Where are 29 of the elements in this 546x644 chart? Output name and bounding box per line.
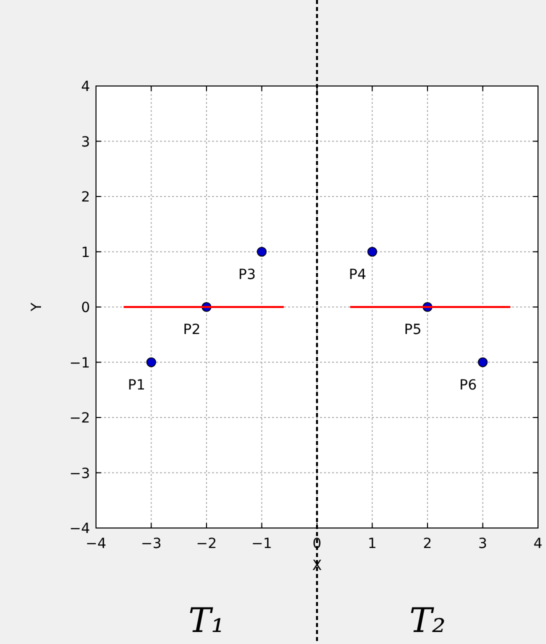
y-tick-label: −4 bbox=[69, 521, 90, 537]
point bbox=[367, 246, 378, 257]
annotation: P1 bbox=[128, 377, 146, 394]
y-axis-title: Y bbox=[29, 302, 45, 312]
y-tick-label: 2 bbox=[81, 190, 90, 206]
y-tick-label: 4 bbox=[81, 79, 90, 95]
y-tick-label: −2 bbox=[69, 410, 90, 426]
x-tick-label: −3 bbox=[140, 536, 162, 552]
y-tick-label: 3 bbox=[81, 134, 90, 150]
x-tick-label: 3 bbox=[478, 536, 488, 552]
x-tick-label: 1 bbox=[368, 536, 377, 552]
x-tick-label: −2 bbox=[196, 536, 217, 552]
y-tick-label: −1 bbox=[69, 355, 90, 372]
y-tick-label: −3 bbox=[69, 466, 90, 482]
point bbox=[256, 246, 267, 257]
text: T₁ bbox=[188, 601, 225, 641]
annotation: P6 bbox=[459, 377, 477, 394]
y-tick-label: 1 bbox=[81, 244, 90, 261]
point bbox=[478, 357, 488, 368]
annotation: P3 bbox=[238, 266, 256, 283]
x-tick-label: 4 bbox=[534, 536, 543, 552]
annotation: P5 bbox=[404, 322, 422, 338]
x-tick-label: 2 bbox=[423, 536, 432, 552]
point bbox=[146, 357, 156, 368]
x-tick-label: −1 bbox=[251, 536, 272, 552]
text: T₂ bbox=[409, 601, 446, 641]
annotation: P4 bbox=[348, 266, 366, 283]
y-tick-label: 0 bbox=[81, 300, 90, 316]
annotation: P2 bbox=[183, 322, 200, 338]
